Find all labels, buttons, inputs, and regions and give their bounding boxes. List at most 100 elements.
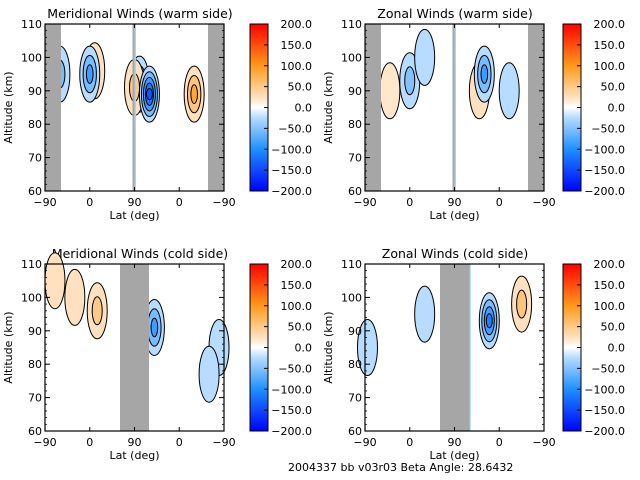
x-tick-label: −90 bbox=[33, 196, 56, 209]
chart-panel-3: Meridional Winds (cold side) 60 70 80 90 100 1… bbox=[2, 246, 312, 462]
contour-level bbox=[414, 28, 436, 86]
contour-level bbox=[379, 62, 401, 120]
colorbar-tick-label: −150.0 bbox=[271, 164, 312, 177]
chart-panel-1: Meridional Winds (warm side) 60 70 80 90 100 1… bbox=[2, 6, 312, 222]
colorbar-tick-label: −150.0 bbox=[584, 404, 625, 417]
contour-level bbox=[498, 62, 520, 120]
colorbar: 200.0 150.0 100.0 50.0 0.0 −50.0 −100.0 −150.0 −… bbox=[562, 18, 626, 198]
colorbar-tick-label: 50.0 bbox=[601, 81, 626, 94]
chart-title: Meridional Winds (cold side) bbox=[52, 246, 228, 261]
colorbar-tick-label: −50.0 bbox=[591, 122, 625, 135]
y-tick-label: 110 bbox=[21, 18, 42, 31]
colorbar-tick-label: 50.0 bbox=[288, 321, 313, 334]
masked-region bbox=[528, 24, 544, 191]
x-tick-label: −90 bbox=[212, 436, 235, 449]
x-tick-label: 0 bbox=[406, 436, 413, 449]
y-tick-label: 70 bbox=[348, 152, 362, 165]
y-tick-label: 60 bbox=[28, 185, 42, 198]
colorbar-tick-label: 0.0 bbox=[608, 342, 626, 355]
chart-panel-4: Zonal Winds (cold side) 60 70 80 90 100 110 −90… bbox=[322, 246, 625, 462]
masked-region bbox=[45, 24, 61, 191]
terminator-line bbox=[134, 24, 136, 191]
colorbar-tick-label: −200.0 bbox=[584, 185, 625, 198]
y-tick-label: 110 bbox=[341, 18, 362, 31]
colorbar-tick-label: 100.0 bbox=[281, 60, 313, 73]
y-axis-label: Altitude (km) bbox=[322, 71, 335, 143]
terminator-line bbox=[469, 264, 471, 431]
colorbar-tick-label: 150.0 bbox=[281, 39, 313, 52]
contour-features bbox=[356, 275, 533, 376]
x-axis-label: Lat (deg) bbox=[110, 449, 160, 462]
y-tick-label: 100 bbox=[341, 291, 362, 304]
colorbar: 200.0 150.0 100.0 50.0 0.0 −50.0 −100.0 −150.0 −… bbox=[562, 258, 626, 438]
colorbar-tick-label: −50.0 bbox=[278, 122, 312, 135]
colorbar-tick-label: 200.0 bbox=[594, 258, 626, 271]
colorbar-tick-label: −100.0 bbox=[271, 383, 312, 396]
x-tick-label: 90 bbox=[128, 196, 142, 209]
colorbar-tick-label: 200.0 bbox=[281, 258, 313, 271]
colorbar-tick-label: −100.0 bbox=[271, 143, 312, 156]
y-tick-label: 80 bbox=[28, 358, 42, 371]
contour-level bbox=[485, 313, 493, 329]
chart-title: Zonal Winds (warm side) bbox=[377, 6, 532, 21]
x-tick-label: 0 bbox=[406, 196, 413, 209]
x-tick-label: 90 bbox=[448, 436, 462, 449]
y-tick-label: 60 bbox=[348, 425, 362, 438]
chart-panel-2: Zonal Winds (warm side) 60 70 80 90 100 110 −90… bbox=[322, 6, 625, 222]
y-tick-label: 80 bbox=[348, 118, 362, 131]
contour-level bbox=[150, 317, 159, 338]
y-axis-label: Altitude (km) bbox=[2, 311, 15, 383]
masked-region bbox=[440, 264, 469, 431]
x-tick-label: 0 bbox=[496, 196, 503, 209]
x-tick-label: −90 bbox=[33, 436, 56, 449]
masked-region bbox=[132, 24, 135, 191]
x-tick-label: 0 bbox=[176, 436, 183, 449]
colorbar-tick-label: 0.0 bbox=[295, 342, 313, 355]
y-tick-label: 110 bbox=[21, 258, 42, 271]
contour-level bbox=[414, 285, 436, 343]
colorbar-tick-label: 150.0 bbox=[594, 279, 626, 292]
colorbar: 200.0 150.0 100.0 50.0 0.0 −50.0 −100.0 −150.0 −… bbox=[249, 18, 313, 198]
x-tick-label: −90 bbox=[212, 196, 235, 209]
colorbar-tick-label: 50.0 bbox=[288, 81, 313, 94]
contour-level bbox=[44, 252, 66, 310]
x-tick-label: 90 bbox=[448, 196, 462, 209]
colorbar-tick-label: 100.0 bbox=[594, 60, 626, 73]
colorbar-tick-label: 100.0 bbox=[594, 300, 626, 313]
colorbar-tick-label: 150.0 bbox=[594, 39, 626, 52]
colorbar-tick-label: −200.0 bbox=[271, 185, 312, 198]
contour-level bbox=[516, 289, 528, 319]
colorbar-tick-label: −100.0 bbox=[584, 143, 625, 156]
contour-level bbox=[85, 64, 94, 84]
colorbar-tick-label: −150.0 bbox=[271, 404, 312, 417]
x-axis-label: Lat (deg) bbox=[110, 209, 160, 222]
contour-level bbox=[64, 268, 86, 326]
chart-title: Meridional Winds (warm side) bbox=[47, 6, 232, 21]
contour-level bbox=[91, 296, 103, 326]
colorbar-tick-label: −200.0 bbox=[584, 425, 625, 438]
colorbar-tick-label: 50.0 bbox=[601, 321, 626, 334]
y-tick-label: 60 bbox=[348, 185, 362, 198]
colorbar-tick-label: −150.0 bbox=[584, 164, 625, 177]
y-tick-label: 70 bbox=[28, 152, 42, 165]
colorbar-tick-label: −100.0 bbox=[584, 383, 625, 396]
contour-features bbox=[379, 28, 520, 120]
colorbar-tick-label: −50.0 bbox=[591, 362, 625, 375]
masked-region bbox=[452, 24, 455, 191]
x-tick-label: 0 bbox=[176, 196, 183, 209]
chart-title: Zonal Winds (cold side) bbox=[382, 246, 528, 261]
colorbar-tick-label: 200.0 bbox=[281, 18, 313, 31]
masked-region bbox=[120, 264, 149, 431]
contour-level bbox=[198, 345, 220, 403]
colorbar-tick-label: −50.0 bbox=[278, 362, 312, 375]
x-axis-label: Lat (deg) bbox=[430, 449, 480, 462]
contour-level bbox=[480, 64, 489, 84]
y-tick-label: 70 bbox=[348, 392, 362, 405]
x-tick-label: 0 bbox=[86, 436, 93, 449]
y-tick-label: 90 bbox=[348, 85, 362, 98]
y-tick-label: 80 bbox=[28, 118, 42, 131]
x-tick-label: 0 bbox=[86, 196, 93, 209]
x-tick-label: −90 bbox=[353, 196, 376, 209]
x-tick-label: −90 bbox=[353, 436, 376, 449]
